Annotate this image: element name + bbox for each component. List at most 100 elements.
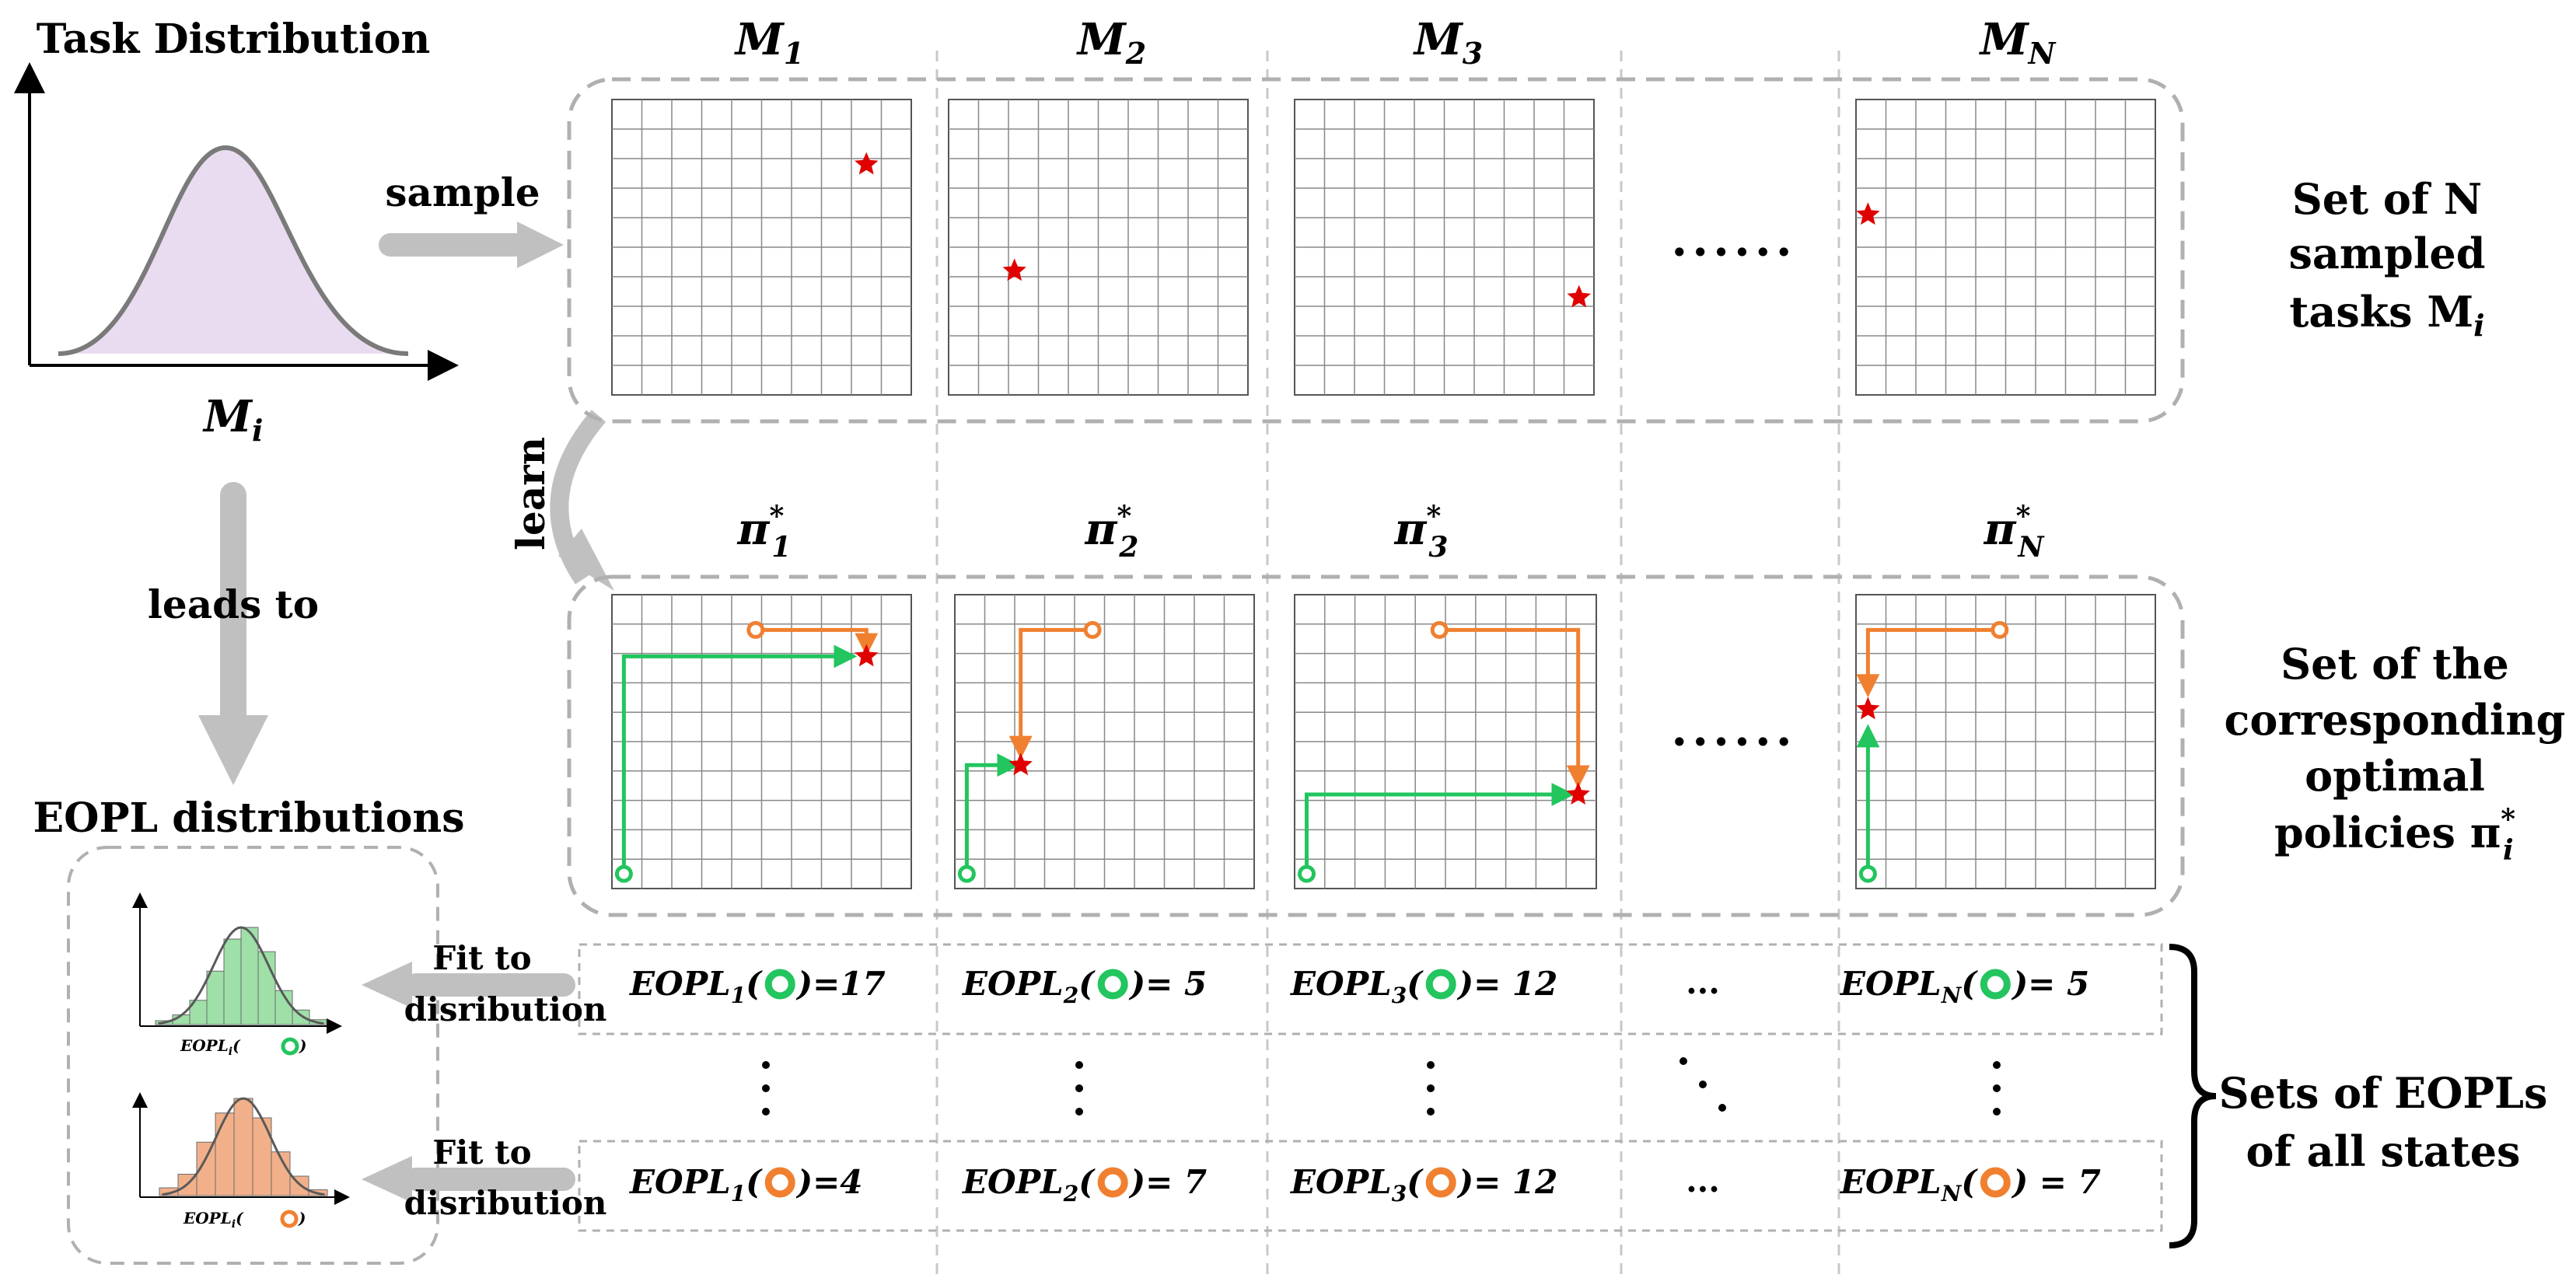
green-histogram: EOPLi( ) (132, 892, 342, 1058)
eopl-green-3-label: EOPL3( (1290, 965, 1424, 1008)
tasks-box (567, 77, 2185, 424)
eopl-orange-1-state-icon (764, 1167, 795, 1198)
eopl-orange-2-label: EOPL2( (962, 1163, 1096, 1206)
green-start-icon-1 (614, 864, 633, 883)
eopl-distributions-title: EOPL distributions (33, 794, 465, 842)
svg-text:Set of N: Set of N (2292, 174, 2483, 224)
policy-header-2: π* 2 (1085, 500, 1139, 564)
orange-policy-path-2 (1008, 627, 1093, 759)
task-header-n: MN (1979, 14, 2057, 71)
sample-label: sample (385, 169, 540, 215)
eopl-orange-4-label: EOPLN( (1840, 1163, 1978, 1206)
task-header-2: M2 (1076, 14, 1146, 71)
orange-start-icon-1 (746, 620, 765, 639)
eopl-rows: EOPL1()=17 EOPL1()=4 EOPL2()= 5 EOPL2()= 7 E… (629, 963, 2101, 1206)
learn-label: learn (508, 437, 554, 550)
learn-arrow: learn (508, 410, 614, 591)
task-goal-star-2 (1002, 258, 1026, 281)
svg-text:): ) (298, 1209, 306, 1227)
policy-goal-star-4 (1856, 697, 1880, 720)
bell-curve-fill (58, 148, 408, 354)
svg-text:tasks Mi: tasks Mi (2289, 287, 2484, 343)
orange-start-icon-3 (1430, 620, 1449, 639)
eopl-vertical-dots (762, 1057, 2001, 1116)
eopl-green-1-state-icon (764, 969, 795, 1000)
task-grid-2 (948, 99, 1249, 396)
eopl-green-3-value: )= 12 (1456, 965, 1557, 1003)
eopl-green-1-value: )=17 (795, 965, 886, 1003)
task-goal-star-1 (855, 152, 879, 175)
orange-policy-path-3 (1439, 627, 1590, 789)
eopl-row-ellipsis-2: ... (1686, 1161, 1720, 1199)
orange-policy-path-1 (755, 627, 879, 657)
eopl-orange-3-label: EOPL3( (1290, 1163, 1424, 1206)
policies-box (567, 574, 2185, 917)
eopl-green-2-label: EOPL2( (962, 965, 1096, 1008)
right-label-policies: Set of the corresponding optimal policie… (2225, 639, 2566, 867)
task-goal-star-4 (1856, 202, 1880, 225)
svg-text:optimal: optimal (2305, 751, 2485, 801)
leads-to-arrow: leads to (148, 482, 319, 785)
hist-green-axis-label: EOPLi( (180, 1036, 241, 1058)
leads-to-label: leads to (148, 581, 319, 627)
eopl-orange-3-state-icon (1425, 1167, 1456, 1198)
bell-curve (58, 145, 409, 356)
policy-grid-2 (954, 594, 1255, 889)
svg-text:): ) (299, 1036, 306, 1055)
right-label-tasks: Set of N sampled tasks Mi (2289, 174, 2486, 343)
right-label-eopls: Sets of EOPLs of all states (2169, 944, 2547, 1248)
sample-arrow: sample (379, 169, 564, 268)
green-policy-path-2 (964, 753, 1021, 875)
green-start-icon-3 (1298, 864, 1316, 883)
green-start-icon-2 (957, 864, 976, 883)
policy-goal-star-3 (1566, 782, 1590, 805)
task-headers: M1 M2 M3 MN (734, 14, 2057, 71)
policy-header-n: π* N (1984, 500, 2046, 564)
policy-goal-star-1 (855, 644, 879, 667)
task-goal-star-3 (1567, 285, 1591, 308)
task-header-3: M3 (1413, 14, 1483, 71)
grids (611, 99, 2156, 889)
task-grid-1 (611, 99, 912, 396)
policy-grid-3 (1294, 594, 1597, 889)
svg-text:of all states: of all states (2246, 1126, 2521, 1176)
eopl-orange-2-value: )= 7 (1128, 1163, 1207, 1201)
hist-bar (215, 1112, 235, 1196)
policy-headers: π* 1 π* 2 π* 3 π* N (737, 500, 2046, 564)
orange-start-icon-4 (1991, 620, 2009, 639)
svg-text:disribution: disribution (404, 1184, 607, 1222)
hist-bar (233, 1098, 253, 1196)
fit-arrow-green: Fit to disribution (362, 939, 606, 1028)
green-start-icon-4 (1858, 864, 1877, 883)
axis-label-mi: Mi (202, 391, 263, 448)
eopl-orange-1-value: )=4 (795, 1163, 862, 1201)
policy-header-3: π* 3 (1394, 500, 1449, 564)
eopl-green-1-label: EOPL1( (629, 965, 763, 1008)
eopl-green-2-state-icon (1097, 969, 1128, 1000)
hist-bar (206, 970, 225, 1025)
task-distribution-panel: Task Distribution Mi (14, 16, 459, 448)
hist-bar (289, 1175, 309, 1196)
orange-histogram: EOPLi( ) (132, 1092, 350, 1231)
svg-text:disribution: disribution (404, 990, 607, 1028)
policies-ellipsis: ······ (1671, 715, 1796, 770)
svg-text:Set of the: Set of the (2281, 639, 2509, 689)
task-distribution-title: Task Distribution (37, 16, 431, 63)
eopl-green-3-state-icon (1425, 969, 1456, 1000)
task-header-1: M1 (734, 14, 804, 71)
hist-fit-curve (162, 1097, 325, 1196)
svg-text:policies π*i: policies π* i (2274, 803, 2515, 867)
hist-bar (223, 938, 242, 1025)
hist-green-state-icon (281, 1037, 299, 1056)
eopl-orange-3-value: )= 12 (1456, 1163, 1557, 1201)
svg-text:Fit to: Fit to (432, 1133, 531, 1172)
eopl-orange-4-value: ) = 7 (2011, 1163, 2101, 1201)
hist-orange-state-icon (280, 1210, 299, 1228)
eopl-distributions-panel: EOPL distributions EOPLi( ) ⋮ EOPLi( ) (33, 794, 465, 1265)
hist-fit-curve (158, 926, 324, 1025)
policy-goal-star-2 (1008, 752, 1033, 776)
green-policy-path-1 (621, 644, 858, 875)
task-grid-4 (1855, 99, 2156, 396)
policy-paths (614, 620, 2009, 883)
